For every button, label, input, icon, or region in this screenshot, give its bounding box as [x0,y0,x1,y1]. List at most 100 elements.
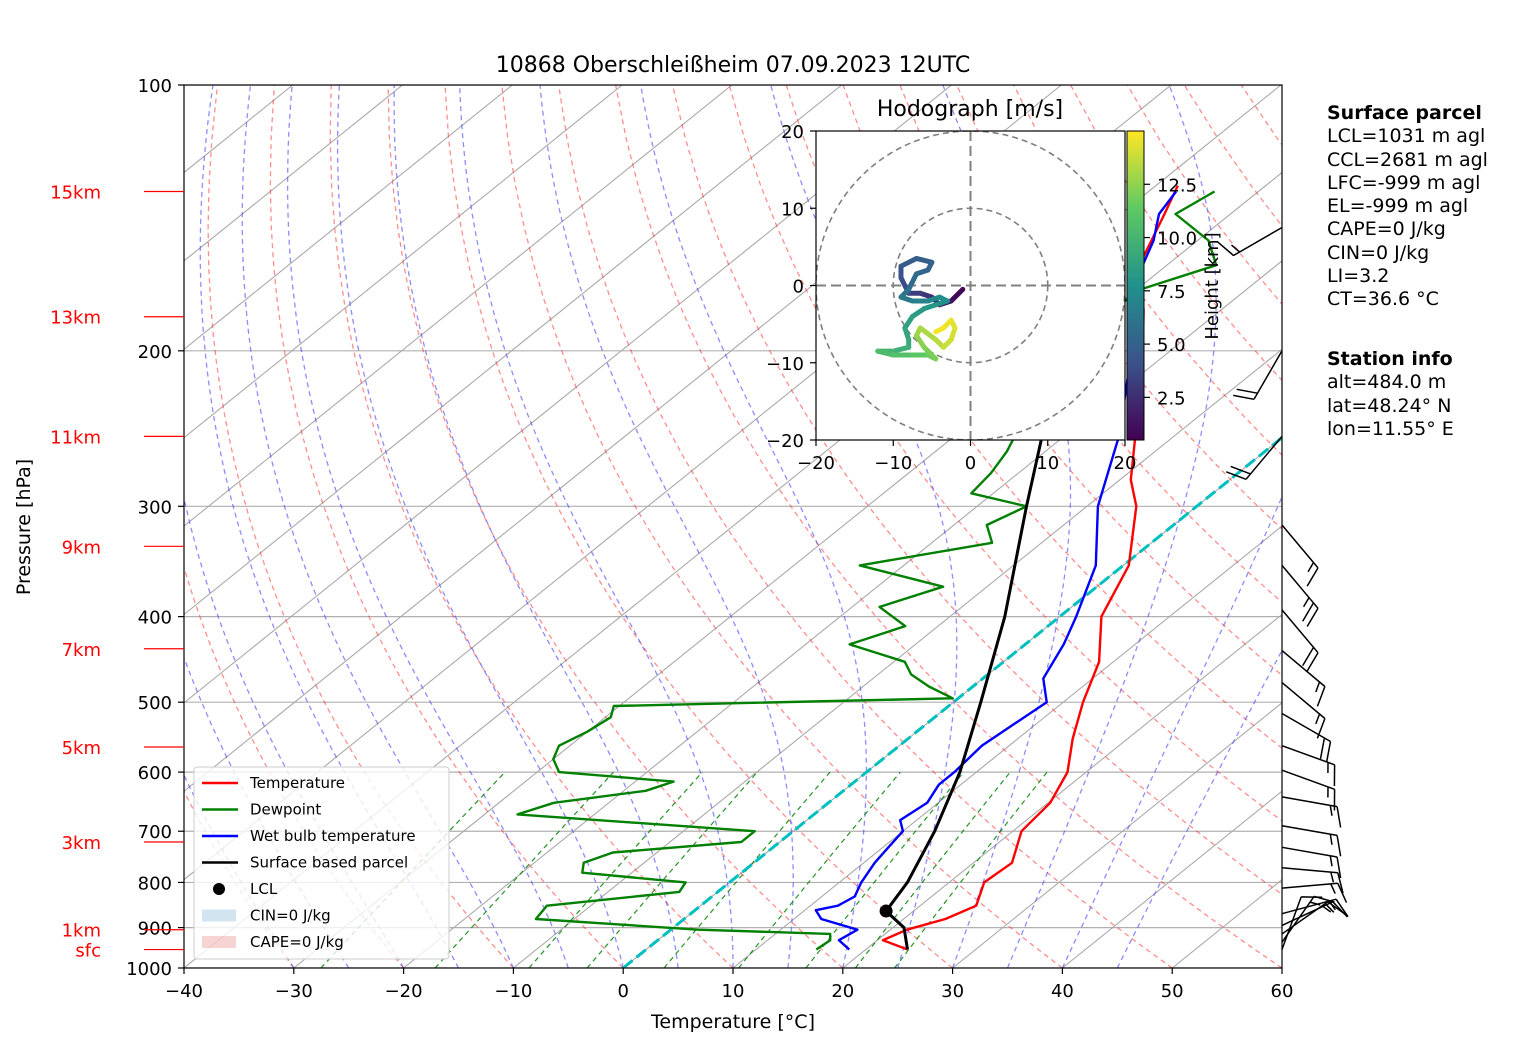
wind-barb [1281,898,1349,918]
dry-adiabat [387,85,844,968]
legend-label: CAPE=0 J/kg [250,933,344,951]
mixing-ratio-line [663,771,831,968]
y-tick-label: 1000 [126,959,172,980]
isotherm-line [403,260,1282,968]
legend-label: Surface based parcel [250,854,408,872]
y-tick-label: 500 [138,693,172,714]
isotherm-line [184,85,623,439]
wind-barb [1281,712,1332,763]
hodograph-x-tick-label: −20 [797,453,835,474]
y-tick-label: 400 [138,608,172,629]
y-axis: 1000 900 800 700 600 500 400 300 200 100 [126,76,184,980]
isotherm-line [184,85,952,704]
wind-barb [1281,681,1326,739]
wind-barb [1281,524,1319,587]
surface-parcel-info: Surface parcel LCL=1031 m agl CCL=2681 m… [1327,102,1488,312]
x-tick-label: 20 [831,981,854,1002]
colorbar-tick-label: 2.5 [1157,388,1186,409]
surface-parcel-heading: Surface parcel [1327,102,1482,124]
hodograph-y-tick-label: −10 [766,354,804,375]
hodograph-inset: −20−20 −10 −10 0 0 10 10 20 20 Hodograph [m/s] 2… [766,97,1223,474]
hodograph-x-tick-label: 20 [1114,453,1137,474]
station-latitude: lat=48.24° N [1327,394,1452,417]
mixing-ratio-line [738,771,901,968]
mixing-ratio-line [805,771,965,968]
x-tick-label: 30 [941,981,964,1002]
wind-barb [1281,769,1336,811]
wind-barbs [1216,226,1349,950]
hodograph-x-tick-label: 10 [1036,453,1059,474]
moist-adiabat [336,85,624,968]
dry-adiabat [207,85,514,968]
lcl-marker [879,904,893,918]
legend-label: Wet bulb temperature [250,827,416,845]
y-axis-label: Pressure [hPa] [13,459,35,595]
surface-parcel-lfc: LFC=-999 m agl [1327,171,1481,194]
dry-adiabat [269,85,624,968]
y-tick-label: 700 [138,822,172,843]
dry-adiabat [329,85,734,968]
legend-box [193,766,450,960]
legend-label: Temperature [249,774,345,792]
colorbar-tick-label: 7.5 [1157,282,1186,303]
zero-degree-isotherm [622,435,1282,968]
wind-barb [1281,796,1342,828]
legend-label: Dewpoint [250,801,321,819]
legend: Temperature Dewpoint Wet bulb temperature S… [193,766,450,960]
legend-swatch [202,936,236,948]
hodograph-segment [875,348,896,358]
y-tick-label: 300 [138,497,172,518]
wind-barb [1281,846,1342,879]
hodograph-y-tick-label: 20 [781,122,804,143]
wind-barb [1281,744,1336,787]
moist-adiabat [199,85,460,968]
moist-adiabat [286,85,569,968]
x-tick-label: 40 [1051,981,1074,1002]
moist-adiabat [1061,495,1282,968]
moist-adiabat [1006,85,1217,968]
station-altitude: alt=484.0 m [1327,371,1447,394]
hodograph-x-tick-label: 0 [965,453,976,474]
dry-adiabat [501,85,1063,968]
surface-parcel-li: LI=3.2 [1327,265,1390,288]
moist-adiabat [459,85,734,968]
x-tick-label: −40 [165,981,203,1002]
height-marker-label: 15km [50,182,101,203]
moist-adiabat [539,85,794,968]
x-tick-label: 0 [617,981,628,1002]
x-axis: −40 −30 −20 −10 0 10 20 30 40 50 60 [165,968,1293,1002]
y-tick-label: 600 [138,763,172,784]
height-marker-label: 5km [62,738,101,759]
x-axis-label: Temperature [°C] [650,1011,815,1033]
isotherm-line [1062,790,1282,968]
station-longitude: lon=11.55° E [1327,417,1454,440]
isotherm-line [513,348,1282,968]
x-tick-label: −20 [385,981,423,1002]
height-marker-label: 1km [62,921,101,942]
hodograph-segment [906,271,919,292]
hodograph-segment [921,344,939,362]
wind-barb [1281,901,1349,927]
wind-barb [1281,609,1319,672]
colorbar [1126,130,1145,441]
hodograph-segment [890,344,912,354]
chart-title: 10868 Oberschleißheim 07.09.2023 12UTC [496,53,971,78]
hodograph-y-tick-label: −20 [766,431,804,452]
mixing-ratio-line [854,771,1011,968]
hodograph-segment [913,255,935,265]
surface-parcel-cape: CAPE=0 J/kg [1327,218,1446,241]
x-tick-label: −10 [494,981,532,1002]
colorbar-tick-label: 10.0 [1157,229,1197,250]
mixing-ratio-line [434,771,614,968]
hodograph-segment [898,255,919,269]
height-marker-label: 11km [50,427,101,448]
height-marker-label: 3km [62,833,101,854]
y-tick-label: 900 [138,919,172,940]
hodograph-title: Hodograph [m/s] [877,97,1063,122]
surface-parcel-ct: CT=36.6 °C [1327,288,1439,311]
wind-barb [1281,824,1342,857]
wind-barb [1281,649,1326,707]
y-tick-label: 200 [138,342,172,363]
